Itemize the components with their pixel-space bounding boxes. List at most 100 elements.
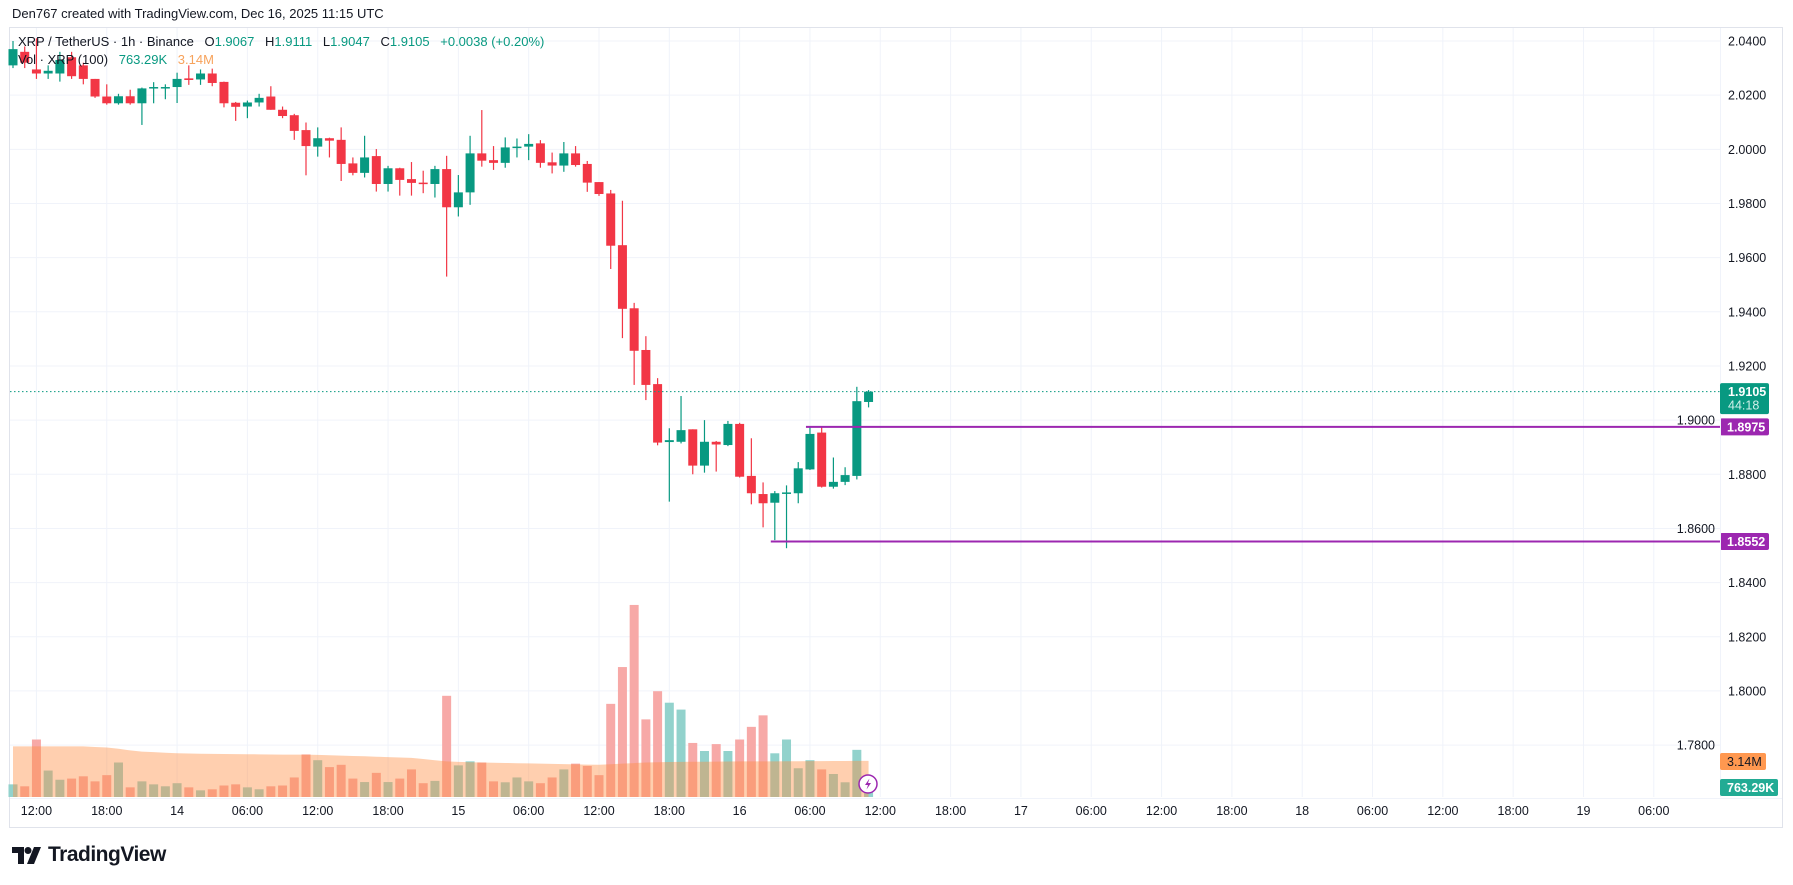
tradingview-logo-icon	[12, 846, 41, 864]
volume-bar-up	[113, 762, 123, 797]
volume-bar-down	[20, 786, 30, 797]
time-tick-label: 18:00	[654, 804, 685, 818]
price-axis[interactable]: 2.0400 2.0200 2.0000 1.9800 1.9600 1.9400 1.92…	[1677, 35, 1767, 753]
candle-body	[535, 143, 545, 163]
price-tick-label: 1.8600	[1677, 522, 1715, 536]
volume-bar-up	[8, 784, 18, 797]
candle-body	[840, 475, 850, 482]
candle-body	[125, 96, 135, 104]
candle-body	[231, 102, 241, 107]
volume-bar-up	[770, 753, 780, 797]
candle-up	[360, 135, 370, 178]
candle-down	[395, 167, 405, 196]
candle-up	[430, 165, 440, 198]
candle-body	[160, 87, 170, 89]
volume-bar-up	[430, 780, 440, 797]
volume-bar-down	[629, 604, 639, 797]
volume-bar-up	[793, 768, 803, 797]
candle-down	[641, 336, 651, 401]
lightning-icon[interactable]	[858, 774, 878, 794]
candle-up	[500, 137, 510, 168]
candle-body	[547, 162, 557, 166]
volume-bar-up	[512, 777, 522, 797]
candle-down	[125, 89, 135, 105]
volume-bar-down	[418, 783, 428, 797]
candle-down	[406, 162, 416, 196]
volume-bar-up	[254, 789, 264, 797]
candle-body	[418, 182, 428, 185]
volume-bar-down	[442, 695, 452, 797]
price-axis-badges: 1.9105 44:18 3.14M 763.29K	[1720, 383, 1778, 796]
price-tick-label: 1.8400	[1728, 576, 1766, 590]
volume-title[interactable]: Vol · XRP (100)	[18, 52, 109, 67]
candle-body	[149, 87, 159, 89]
price-tick-label: 1.9600	[1728, 251, 1766, 265]
volume-bar-up	[828, 774, 838, 797]
volume-bar-down	[571, 763, 581, 797]
symbol-title[interactable]: XRP / TetherUS · 1h · Binance	[18, 34, 194, 49]
candle-body	[301, 130, 311, 147]
candle-body	[406, 179, 416, 183]
time-tick-label: 06:00	[1357, 804, 1388, 818]
time-tick-label: 12:00	[1427, 804, 1458, 818]
volume-bar-down	[535, 783, 545, 797]
candle-body	[383, 168, 393, 184]
candle-body	[113, 96, 123, 104]
candle-body	[430, 169, 440, 184]
candle-down	[266, 86, 276, 110]
horizontal-lines[interactable]: 1.8975 1.8552	[770, 418, 1769, 550]
volume-bar-up	[172, 783, 182, 797]
volume-bar-up	[360, 782, 370, 797]
candle-body	[266, 96, 276, 110]
horizontal-line-price-badge	[1720, 418, 1769, 436]
price-tick-label: 1.8800	[1728, 468, 1766, 482]
volume-bar-up	[465, 761, 475, 797]
candle-up	[512, 138, 522, 158]
candle-up	[559, 142, 569, 172]
candle-down	[653, 378, 663, 446]
volume-badge	[1720, 779, 1778, 796]
time-tick-label: 18:00	[1498, 804, 1529, 818]
candle-down	[629, 302, 639, 385]
candle-up	[770, 491, 780, 541]
time-tick-label: 06:00	[794, 804, 825, 818]
time-tick-label: 16	[733, 804, 747, 818]
volume-bar-up	[313, 760, 323, 797]
candle-body	[360, 157, 370, 173]
candle-down	[735, 422, 745, 478]
candle-body	[196, 73, 206, 80]
candle-up	[113, 93, 123, 105]
time-axis[interactable]: 12:00 18:00 14 06:00 12:00 18:00 15 06:00 12:00 1…	[21, 804, 1670, 818]
volume-bar-up	[664, 702, 674, 797]
close-label: C	[380, 34, 390, 49]
candle-up	[242, 100, 252, 119]
candle-body	[102, 96, 112, 104]
volume-legend[interactable]: Vol · XRP (100) 763.29K 3.14M	[18, 51, 544, 69]
volume-bar-up	[383, 782, 393, 797]
price-tick-label: 1.8200	[1728, 630, 1766, 644]
candles	[8, 38, 874, 549]
candle-down	[336, 127, 346, 182]
time-tick-label: 18:00	[935, 804, 966, 818]
candle-body	[571, 153, 581, 166]
symbol-legend[interactable]: XRP / TetherUS · 1h · Binance O1.9067 H1…	[18, 33, 544, 51]
candle-body	[137, 88, 147, 104]
candle-body	[782, 492, 792, 494]
candle-body	[348, 163, 358, 173]
candle-down	[535, 140, 545, 168]
volume-bar-up	[852, 749, 862, 797]
attribution-text: Den767 created with TradingView.com, Dec…	[12, 6, 384, 21]
candle-down	[324, 137, 334, 158]
candle-body	[594, 182, 604, 195]
price-tick-label: 1.7800	[1677, 739, 1715, 753]
high-value: 1.9111	[274, 34, 313, 49]
candle-body	[852, 401, 862, 476]
candle-down	[617, 200, 627, 339]
candle-up	[55, 51, 65, 82]
candle-body	[219, 81, 229, 104]
candle-body	[770, 493, 780, 503]
candle-down	[219, 81, 229, 108]
tradingview-logo[interactable]: TradingView	[12, 843, 166, 867]
volume-bar-down	[594, 775, 604, 797]
